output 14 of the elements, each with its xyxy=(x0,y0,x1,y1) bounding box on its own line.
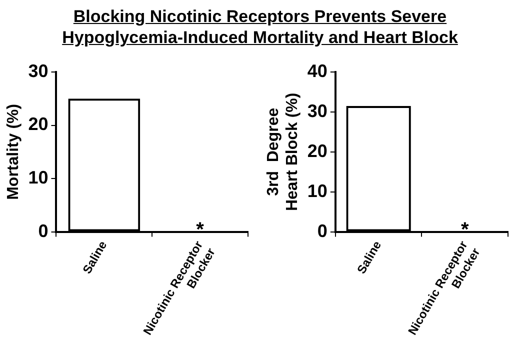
y-tick-label: 10 xyxy=(28,167,48,188)
y-tick-label: 20 xyxy=(28,114,48,134)
y-tick-label: 30 xyxy=(307,100,328,121)
y-tick-label: 20 xyxy=(307,140,328,161)
annotation: * xyxy=(196,218,204,241)
y-tick-label: 0 xyxy=(38,220,48,241)
y-axis-title: 3rd Degree Heart Block (%) xyxy=(265,92,302,212)
y-tick-label: 30 xyxy=(28,60,48,81)
y-tick-label: 40 xyxy=(307,60,328,81)
y-tick-label: 0 xyxy=(317,220,328,241)
annotation: * xyxy=(460,218,469,241)
y-axis-title: Mortality (%) xyxy=(5,104,22,200)
y-tick-label: 10 xyxy=(307,180,328,201)
chart-title: Blocking Nicotinic Receptors Prevents Severe Hypoglycemia-Induced Mortality and Heart Block xyxy=(61,6,459,48)
